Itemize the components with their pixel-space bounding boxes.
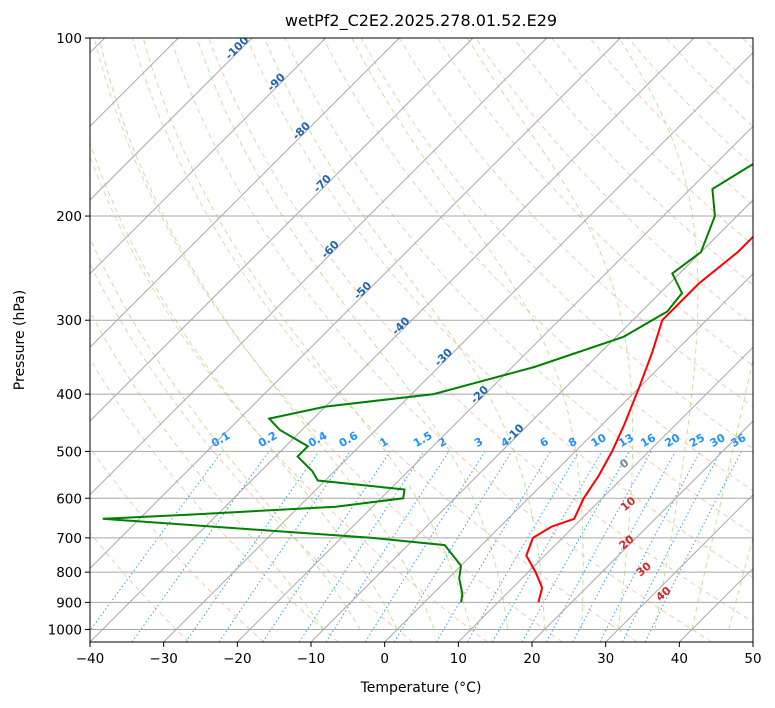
plot-frame [89, 37, 754, 643]
y-tick-label: 400 [56, 387, 82, 403]
x-tick-label: −30 [149, 651, 178, 667]
moist-adiabat [691, 356, 753, 630]
x-tick-label: 10 [450, 651, 467, 667]
y-tick-label: 1000 [48, 622, 82, 638]
mixing-ratio-line [90, 451, 223, 632]
isotherm [90, 38, 253, 201]
isotherm [163, 51, 753, 642]
x-tick-label: −20 [223, 651, 252, 667]
y-tick-label: 600 [56, 491, 82, 507]
isotherm [90, 38, 548, 496]
isotherm [90, 38, 474, 422]
y-axis: 1000 900 800 700 600 500 400 300 200 100 [48, 31, 90, 638]
moist-adiabat [618, 38, 699, 630]
x-tick-label: −10 [297, 651, 326, 667]
isotherm [457, 346, 753, 642]
dry-adiabat [246, 38, 753, 578]
moist-adiabat [90, 237, 361, 630]
y-tick-label: 700 [56, 531, 82, 547]
x-tick-label: 20 [523, 651, 540, 667]
moist-adiabat [466, 38, 634, 630]
mixing-ratio-line [218, 451, 351, 642]
x-tick-label: 0 [380, 651, 389, 667]
isotherm [90, 38, 400, 349]
dry-adiabat [131, 38, 638, 642]
isotherm [90, 38, 621, 570]
mixing-ratio-line [572, 451, 676, 642]
isotherm [531, 420, 753, 642]
temperature-profile [525, 235, 753, 603]
dry-adiabat [208, 38, 753, 623]
moist-adiabat [351, 38, 584, 630]
y-tick-label: 100 [56, 31, 82, 47]
mixing-ratio-line [325, 451, 450, 642]
dry-adiabat [513, 38, 753, 286]
mixing-ratio-line [621, 451, 722, 642]
x-tick-label: 40 [671, 651, 688, 667]
y-tick-label: 200 [56, 209, 82, 225]
x-axis: −40 −30 −20 −10 0 10 20 30 40 50 [76, 642, 762, 667]
isotherm [90, 38, 327, 275]
x-tick-label: −40 [76, 651, 105, 667]
mixing-ratio-line [262, 451, 391, 642]
y-axis-label: Pressure (hPa) [12, 290, 28, 390]
dry-adiabat [398, 38, 753, 408]
mixing-ratio-line [393, 451, 513, 642]
dry-adiabat [90, 155, 488, 642]
dry-adiabat [170, 38, 712, 642]
dewpoint-profile [102, 162, 753, 603]
mixing-ratio-line [644, 451, 742, 642]
isotherm [384, 272, 753, 642]
y-tick-label: 900 [56, 595, 82, 611]
isotherm [605, 493, 753, 642]
moist-adiabat [264, 38, 545, 630]
mixing-ratio-line [298, 451, 425, 642]
isotherm [236, 125, 753, 642]
x-tick-label: 50 [744, 651, 761, 667]
dry-adiabat [90, 358, 339, 642]
dry-adiabat [360, 38, 753, 450]
x-tick-label: 30 [597, 651, 614, 667]
dry-adiabat [90, 446, 264, 642]
moist-adiabat [90, 141, 398, 630]
y-tick-label: 300 [56, 313, 82, 329]
chart-title: wetPf2_C2E2.2025.278.01.52.E29 [285, 11, 557, 31]
mixing-ratio-line [185, 451, 320, 642]
y-tick-label: 800 [56, 565, 82, 581]
moist-adiabat [196, 38, 509, 630]
y-tick-label: 500 [56, 444, 82, 460]
dry-adiabat [90, 531, 190, 642]
dry-adiabat [93, 38, 563, 642]
x-axis-label: Temperature (°C) [360, 680, 482, 696]
moist-adiabat [98, 38, 435, 630]
mixing-ratio-line [545, 451, 652, 642]
mixing-ratio-line [521, 451, 630, 642]
isotherm [90, 38, 695, 642]
